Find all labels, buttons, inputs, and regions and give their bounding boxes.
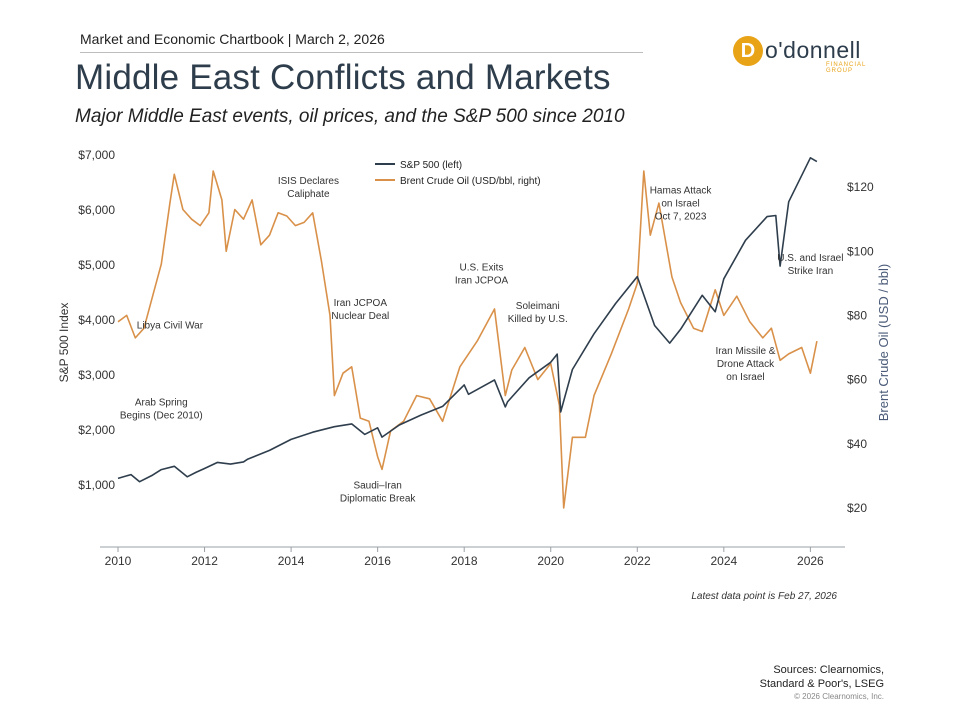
y-tick-label-left: $4,000	[78, 313, 115, 327]
event-annotation-line: ISIS Declares	[278, 176, 339, 187]
event-annotation: Hamas Attack on Israel Oct 7, 2023	[650, 186, 713, 223]
chart: 2010 2012 2014 2016 2018 2020 2022 2024 2026 $1,0…	[57, 148, 891, 568]
logo-badge-icon: D	[733, 36, 763, 66]
event-annotation-line: U.S. Exits	[460, 263, 504, 274]
event-annotation: Iran Missile & Drone Attack on Israel	[715, 346, 775, 383]
x-tick-label: 2014	[278, 554, 305, 568]
event-annotation: U.S. and Israel Strike Iran	[777, 253, 843, 277]
latest-data-note: Latest data point is Feb 27, 2026	[691, 591, 837, 602]
event-annotation: Soleimani Killed by U.S.	[508, 301, 568, 325]
legend-label: Brent Crude Oil (USD/bbl, right)	[400, 176, 541, 187]
legend-label: S&P 500 (left)	[400, 160, 462, 171]
sources-line-2: Standard & Poor's, LSEG	[759, 678, 884, 690]
event-annotation-line: Diplomatic Break	[340, 494, 417, 505]
x-tick-label: 2012	[191, 554, 218, 568]
y-tick-label-left: $7,000	[78, 148, 115, 162]
sources-line-1: Sources: Clearnomics,	[773, 664, 884, 676]
logo-name: o'donnell	[765, 37, 861, 63]
event-annotation-line: Libya Civil War	[137, 320, 204, 331]
event-annotation-line: Strike Iran	[788, 266, 834, 277]
event-annotation-line: U.S. and Israel	[777, 253, 843, 264]
y-tick-label-right: $120	[847, 180, 874, 194]
copyright: © 2026 Clearnomics, Inc.	[794, 692, 884, 701]
y-axis-title-right: Brent Crude Oil (USD / bbl)	[876, 264, 891, 422]
event-annotation-line: Iran JCPOA	[455, 276, 509, 287]
event-annotation-line: Nuclear Deal	[331, 311, 389, 322]
event-annotation-line: Iran Missile &	[715, 346, 775, 357]
event-annotation-line: Begins (Dec 2010)	[120, 410, 203, 421]
x-tick-label: 2026	[797, 554, 824, 568]
event-annotation-line: Iran JCPOA	[334, 298, 388, 309]
y-tick-label-left: $6,000	[78, 203, 115, 217]
y-tick-label-left: $1,000	[78, 478, 115, 492]
event-annotation-line: Saudi–Iran	[353, 481, 401, 492]
y-tick-label-left: $2,000	[78, 423, 115, 437]
x-tick-label: 2022	[624, 554, 651, 568]
x-tick-label: 2016	[364, 554, 391, 568]
event-annotation-line: Killed by U.S.	[508, 314, 568, 325]
event-annotation: Libya Civil War	[137, 320, 204, 331]
x-tick-label: 2020	[537, 554, 564, 568]
event-annotation-line: on Israel	[726, 372, 764, 383]
event-annotation: ISIS Declares Caliphate	[278, 176, 339, 200]
y-tick-label-left: $3,000	[78, 368, 115, 382]
event-annotation: Arab Spring Begins (Dec 2010)	[120, 397, 203, 421]
header-divider	[80, 52, 643, 53]
sources: Sources: Clearnomics, Standard & Poor's,…	[684, 663, 884, 691]
page-title: Middle East Conflicts and Markets	[75, 58, 611, 97]
logo-tagline: FINANCIAL GROUP	[826, 62, 867, 74]
brent-oil-line	[117, 170, 818, 509]
report-header: Market and Economic Chartbook | March 2,…	[80, 31, 385, 47]
x-tick-label: 2018	[451, 554, 478, 568]
event-annotation-line: Arab Spring	[135, 397, 188, 408]
event-annotation-line: Drone Attack	[717, 359, 775, 370]
y-tick-label-right: $40	[847, 437, 867, 451]
event-annotation: Saudi–Iran Diplomatic Break	[340, 481, 417, 505]
event-annotation: U.S. Exits Iran JCPOA	[455, 263, 509, 287]
page-subtitle: Major Middle East events, oil prices, an…	[75, 106, 625, 127]
event-annotation-line: on Israel	[661, 199, 699, 210]
event-annotation-line: Hamas Attack	[650, 186, 713, 197]
event-annotation-line: Oct 7, 2023	[655, 212, 707, 223]
y-tick-label-right: $100	[847, 244, 874, 258]
event-annotation-line: Caliphate	[287, 189, 330, 200]
sp500-line	[117, 157, 818, 483]
event-annotation-line: Soleimani	[516, 301, 560, 312]
y-tick-label-left: $5,000	[78, 258, 115, 272]
y-tick-label-right: $20	[847, 501, 867, 515]
x-tick-label: 2010	[105, 554, 132, 568]
y-tick-label-right: $80	[847, 308, 867, 322]
y-axis-title-left: S&P 500 Index	[57, 303, 71, 383]
x-tick-label: 2024	[710, 554, 737, 568]
company-logo: D o'donnell FINANCIAL GROUP	[733, 36, 893, 74]
event-annotation: Iran JCPOA Nuclear Deal	[331, 298, 389, 322]
y-tick-label-right: $60	[847, 373, 867, 387]
